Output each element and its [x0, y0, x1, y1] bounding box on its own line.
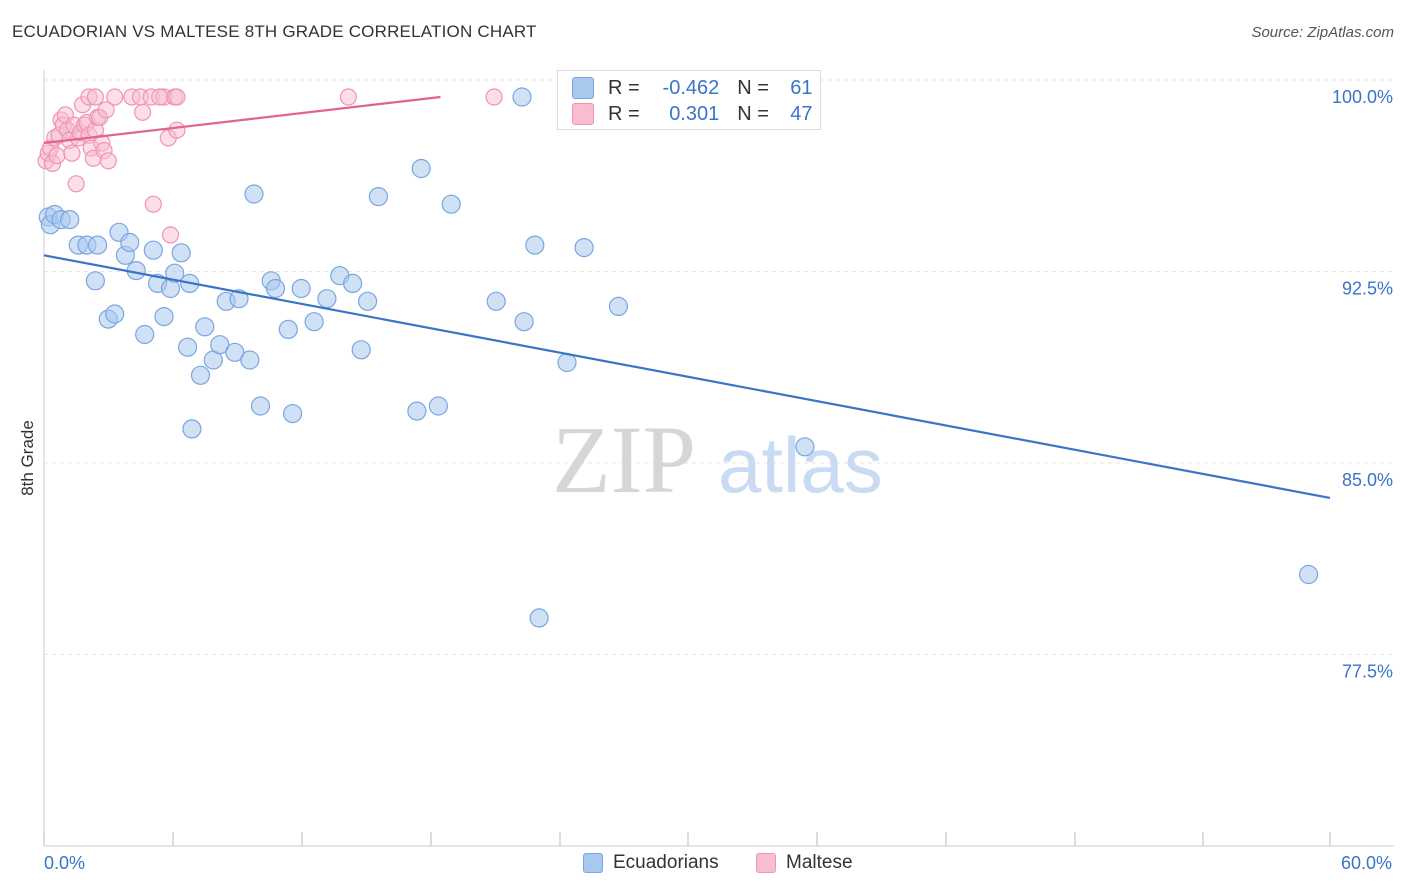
stats-n-label: N = [737, 102, 775, 125]
axes [43, 70, 1394, 847]
scatter-point [168, 121, 186, 139]
scatter-point [407, 401, 427, 421]
scatter-point [105, 304, 125, 324]
y-tick-label: 85.0% [1342, 470, 1393, 490]
scatter-point [168, 88, 186, 106]
legend-label-ecuadorians: Ecuadorians [613, 852, 719, 873]
scatter-point [250, 396, 271, 416]
scatter-point [144, 195, 162, 213]
scatter-point [85, 271, 106, 291]
scatter-point [171, 243, 191, 263]
scatter-point [87, 235, 108, 255]
stats-r-value-maltese: 0.301 [669, 102, 720, 125]
chart-source: Source: ZipAtlas.com [1251, 24, 1394, 41]
scatter-point [441, 194, 461, 214]
scatter-point [1298, 564, 1319, 585]
scatter-point [210, 335, 230, 355]
y-tick-label: 100.0% [1332, 87, 1393, 107]
stats-r-label: R = [608, 76, 646, 99]
series-maltese-points [37, 88, 503, 244]
scatter-point [182, 419, 202, 439]
scatter-point [608, 296, 629, 316]
y-tick-label: 92.5% [1342, 279, 1393, 299]
scatter-point [240, 350, 260, 370]
y-axis-label: 8th Grade [18, 420, 37, 496]
scatter-point [411, 158, 431, 179]
y-tick-labels: 77.5% 85.0% 92.5% 100.0% [1332, 87, 1393, 682]
scatter-point [283, 404, 303, 424]
scatter-point [512, 87, 532, 107]
trend-lines [43, 95, 1331, 499]
y-tick-label: 77.5% [1342, 662, 1393, 682]
scatter-point [351, 340, 371, 360]
scatter-point [161, 226, 180, 244]
scatter-point [244, 184, 264, 204]
scatter-point [178, 337, 198, 357]
trend-line-maltese [43, 95, 441, 145]
scatter-point [63, 144, 81, 162]
scatter-point [795, 437, 815, 457]
stats-swatch-ecuadorians [572, 77, 594, 99]
trend-line-ecuadorians [43, 254, 1331, 499]
scatter-point [368, 187, 388, 207]
chart-title: ECUADORIAN VS MALTESE 8TH GRADE CORRELAT… [12, 22, 537, 41]
scatter-point [485, 88, 503, 106]
stats-row-maltese: R = 0.301 N = 47 [572, 101, 813, 127]
scatter-point [60, 210, 80, 230]
scatter-point [291, 278, 311, 299]
scatter-point [428, 396, 448, 416]
scatter-point [154, 307, 174, 327]
scatter-point [304, 312, 324, 332]
scatter-point [48, 147, 66, 165]
scatter-point [195, 317, 215, 337]
x-ticks [43, 832, 1331, 846]
scatter-point [317, 289, 337, 309]
scatter-point [339, 88, 357, 106]
series-ecuadorians-points [38, 87, 1319, 628]
scatter-point [229, 289, 249, 309]
scatter-point [190, 365, 211, 385]
legend-swatch-ecuadorians [583, 853, 603, 873]
legend-label-maltese: Maltese [786, 852, 853, 873]
scatter-point [86, 88, 105, 106]
x-tick-label-min: 0.0% [44, 853, 85, 873]
scatter-point [278, 319, 298, 339]
legend-item-ecuadorians[interactable]: Ecuadorians [583, 852, 719, 874]
scatter-point [525, 235, 545, 255]
scatter-point [106, 88, 124, 106]
scatter-point [574, 238, 594, 258]
stats-n-label: N = [737, 76, 775, 99]
watermark-zip: ZIP [552, 406, 696, 513]
scatter-point [343, 273, 363, 293]
scatter-point [358, 291, 378, 311]
scatter-point [151, 88, 169, 106]
scatter-point [99, 152, 117, 170]
stats-row-ecuadorians: R = -0.462 N = 61 [572, 75, 813, 101]
scatter-point [486, 291, 506, 311]
scatter-point [514, 312, 534, 332]
scatter-point [529, 608, 549, 628]
scatter-point [225, 342, 245, 362]
stats-n-value-ecuadorians: 61 [790, 76, 813, 99]
watermark-atlas: atlas [718, 421, 883, 509]
stats-r-value-ecuadorians: -0.462 [662, 76, 720, 99]
scatter-point [134, 103, 152, 121]
scatter-point [165, 263, 185, 283]
legend-item-maltese[interactable]: Maltese [756, 852, 853, 874]
scatter-point [135, 324, 155, 345]
stats-swatch-maltese [572, 103, 594, 125]
stats-r-label: R = [608, 102, 646, 125]
bottom-legend: Ecuadorians Maltese [0, 848, 1406, 880]
legend-swatch-maltese [756, 853, 776, 873]
scatter-point [67, 175, 85, 193]
scatter-point [143, 240, 163, 260]
watermark: ZIP atlas [552, 406, 883, 513]
stats-legend: R = -0.462 N = 61 R = 0.301 N = 47 [557, 70, 821, 130]
scatter-point [120, 232, 140, 253]
stats-n-value-maltese: 47 [790, 102, 813, 125]
x-tick-label-max: 60.0% [1341, 853, 1392, 873]
scatter-point [97, 101, 115, 119]
scatter-point [265, 278, 286, 299]
